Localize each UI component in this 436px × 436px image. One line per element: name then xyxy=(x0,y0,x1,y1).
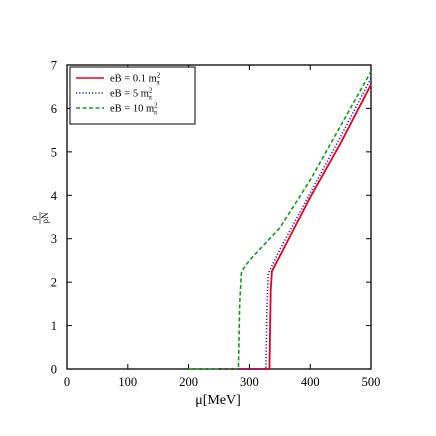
legend-entry-label: eB = 10 m xyxy=(110,104,154,115)
legend-entry-label: eB = 0.1 m xyxy=(110,74,157,85)
y-axis-label-numerator: ρ xyxy=(29,215,39,220)
y-tick-label: 2 xyxy=(51,276,57,290)
x-tick-label: 0 xyxy=(64,375,70,389)
legend-entry: eB = 10 m2 π xyxy=(110,102,158,117)
legend-entry-sub: π xyxy=(156,79,160,87)
x-tick-label: 500 xyxy=(362,375,381,389)
series-line-2 xyxy=(219,77,372,370)
y-tick-label: 5 xyxy=(51,145,57,159)
x-tick-label: 100 xyxy=(118,375,137,389)
legend-entry-label: eB = 5 m xyxy=(110,89,149,100)
x-tick-label: 300 xyxy=(240,375,259,389)
y-axis-label-denominator: ρN xyxy=(40,212,50,223)
x-tick-label: 200 xyxy=(179,375,198,389)
y-tick-labels: 0 1 2 3 4 5 6 7 xyxy=(51,59,58,377)
y-tick-label: 6 xyxy=(51,102,57,116)
series-line-1 xyxy=(219,84,372,370)
legend-entry-sub: π xyxy=(154,109,158,117)
legend-entry-sup: 2 xyxy=(157,72,161,80)
y-tick-label: 1 xyxy=(51,319,57,333)
y-tick-label: 4 xyxy=(51,189,58,203)
x-tick-labels: 0 100 200 300 400 500 xyxy=(64,375,381,389)
legend-entry-sub: π xyxy=(148,94,152,102)
y-axis-label: ρ ρN xyxy=(29,212,50,224)
y-tick-label: 0 xyxy=(51,363,57,377)
y-tick-label: 7 xyxy=(51,59,57,73)
legend-entry: eB = 0.1 m2 π xyxy=(110,72,161,87)
x-axis-label: μ[MeV] xyxy=(195,393,241,408)
y-tick-label: 3 xyxy=(51,232,57,246)
legend: eB = 0.1 m2 πeB = 5 m2 πeB = 10 m2 π xyxy=(69,66,196,125)
series-line-3 xyxy=(188,71,372,370)
legend-entry-sup: 2 xyxy=(149,87,153,95)
series-lines xyxy=(188,71,372,370)
legend-entry-sup: 2 xyxy=(154,102,158,110)
legend-box xyxy=(69,66,196,125)
x-tick-label: 400 xyxy=(301,375,320,389)
legend-entry: eB = 5 m2 π xyxy=(110,87,153,102)
